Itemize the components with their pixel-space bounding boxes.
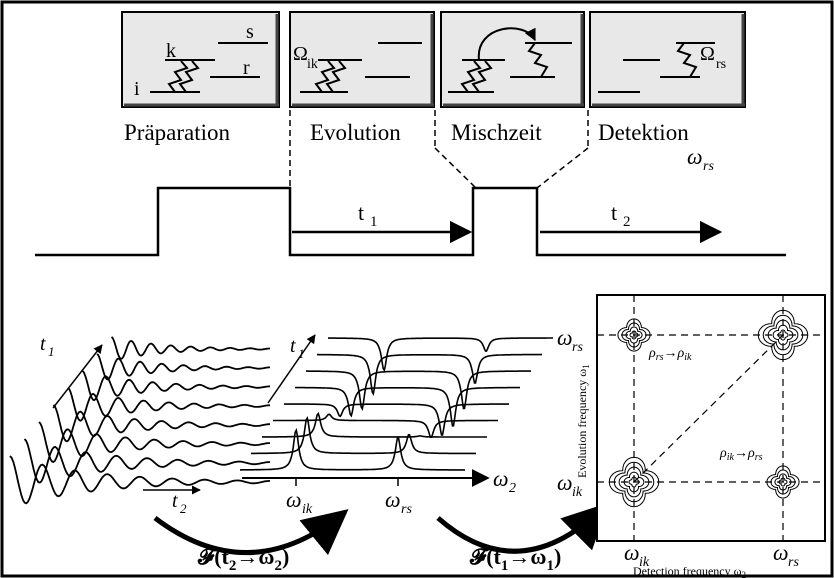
level-k-label: k [166, 40, 176, 62]
t1-pulse-label: t [358, 200, 364, 225]
fid-trace [81, 370, 271, 402]
spectrum-trace [328, 337, 553, 373]
panel-mixing [440, 11, 585, 108]
ft-arrow-t1 [436, 502, 609, 554]
spectrum-trace [273, 413, 498, 438]
contour-ring [621, 322, 647, 348]
fid-trace [96, 353, 270, 381]
spectrum-trace [284, 403, 509, 436]
contour-ring [628, 476, 640, 488]
spectra-omega2-sub: 2 [509, 481, 516, 496]
contour-ring [629, 330, 639, 340]
contour-ring [772, 324, 794, 346]
spectra-omega-ik-label: ω [286, 487, 302, 512]
panel-detection: Ω rs [589, 11, 746, 108]
fid-t1-axis-sub: 1 [48, 344, 55, 359]
fid-traces [9, 336, 271, 505]
contour-ring [625, 326, 643, 344]
fid-trace [38, 421, 270, 464]
spectrum-trace [262, 412, 487, 438]
panel-evolution: Ω ik [289, 11, 435, 108]
spectrum-trace [240, 427, 465, 471]
contour-ring [762, 314, 804, 356]
spectra-t1-axis-label: t [290, 335, 296, 357]
level-r-label: r [243, 57, 250, 79]
ft-t1-label: 𝓕(t1→ω1) [469, 544, 561, 574]
fid-trace [67, 387, 270, 422]
phase-preparation-label: Präparation [124, 120, 231, 145]
spectrum-trace [251, 416, 476, 455]
phase-mixing-label: Mischzeit [451, 120, 542, 145]
spectrum-trace [295, 386, 520, 427]
fid-t2-axis-sub: 2 [180, 501, 187, 516]
contour-ring [623, 471, 645, 493]
contour-ring [618, 466, 650, 498]
map-x-tick-left-sub: ik [639, 555, 650, 570]
ft-t2-label: 𝓕(t2→ω2) [197, 544, 289, 574]
omega-rs-top-sub: rs [703, 159, 714, 174]
level-s-label: s [246, 21, 254, 43]
map-y-tick-bottom: ω [557, 470, 573, 495]
map-x-tick-right-sub: rs [788, 555, 799, 570]
map-y-tick-top: ω [557, 325, 573, 350]
map-x-axis-label: Detection frequency ω2 [633, 564, 746, 578]
spectra-traces [240, 337, 553, 471]
contour-ring [757, 309, 809, 361]
contour-ring [774, 473, 792, 491]
spectra-omega-rs-label: ω [385, 487, 401, 512]
contour-ring [608, 456, 660, 508]
phase-dividers [289, 110, 589, 189]
fid-t1-axis-label: t [40, 333, 46, 355]
level-i-label: i [134, 78, 140, 100]
fid-trace [110, 336, 270, 360]
fid-t2-axis-label: t [172, 490, 178, 512]
map-x-tick-left: ω [624, 540, 640, 565]
t2-pulse-label: t [611, 200, 617, 225]
contour-ring [767, 319, 799, 351]
spectra-omega2-label: ω [493, 466, 509, 491]
fid-trace [9, 455, 271, 505]
spectra-omega-rs-sub: rs [401, 502, 412, 517]
omega-rs-level-sub: rs [716, 57, 726, 72]
contour-ring [617, 318, 651, 352]
map-y-tick-bottom-sub: ik [572, 485, 583, 500]
omega-ik-level-label: Ω [293, 43, 308, 65]
fid-trace [23, 438, 271, 484]
t1-pulse-sub: 1 [370, 214, 378, 230]
spectrum-trace [306, 370, 531, 411]
spectra-t1-axis-sub: 1 [298, 346, 305, 361]
omega-rs-top-label: ω [687, 144, 703, 169]
fid-t1-axis-arrow [52, 344, 103, 409]
cross-peak-rs-ik-label: ρrs→ρik [648, 346, 692, 363]
omega-ik-level-sub: ik [307, 57, 318, 72]
contour-ring [777, 329, 789, 341]
omega-rs-level-label: Ω [700, 43, 715, 65]
fid-trace [52, 404, 270, 443]
pulse-sequence [35, 186, 786, 257]
phase-evolution-label: Evolution [310, 120, 401, 145]
spectra-omega-ik-sub: ik [302, 502, 313, 517]
panel-preparation: i k s r [121, 11, 280, 108]
contour-ring [778, 477, 788, 487]
spectrum-trace [317, 353, 542, 397]
contour-ring [766, 465, 800, 499]
t2-pulse-sub: 2 [623, 214, 631, 230]
spectra-t1-axis-arrow [267, 334, 316, 404]
contour-ring [770, 469, 796, 495]
map-y-tick-top-sub: rs [572, 340, 583, 355]
map-x-tick-right: ω [773, 540, 789, 565]
phase-detection-label: Detektion [598, 120, 689, 145]
contour-ring [613, 461, 655, 503]
cross-peak-ik-rs-label: ρik→ρrs [719, 446, 763, 463]
map-y-axis-label: Evolution frequency ω1 [575, 364, 591, 478]
map-2d [596, 294, 826, 542]
ft-arrow-t2 [153, 509, 349, 556]
